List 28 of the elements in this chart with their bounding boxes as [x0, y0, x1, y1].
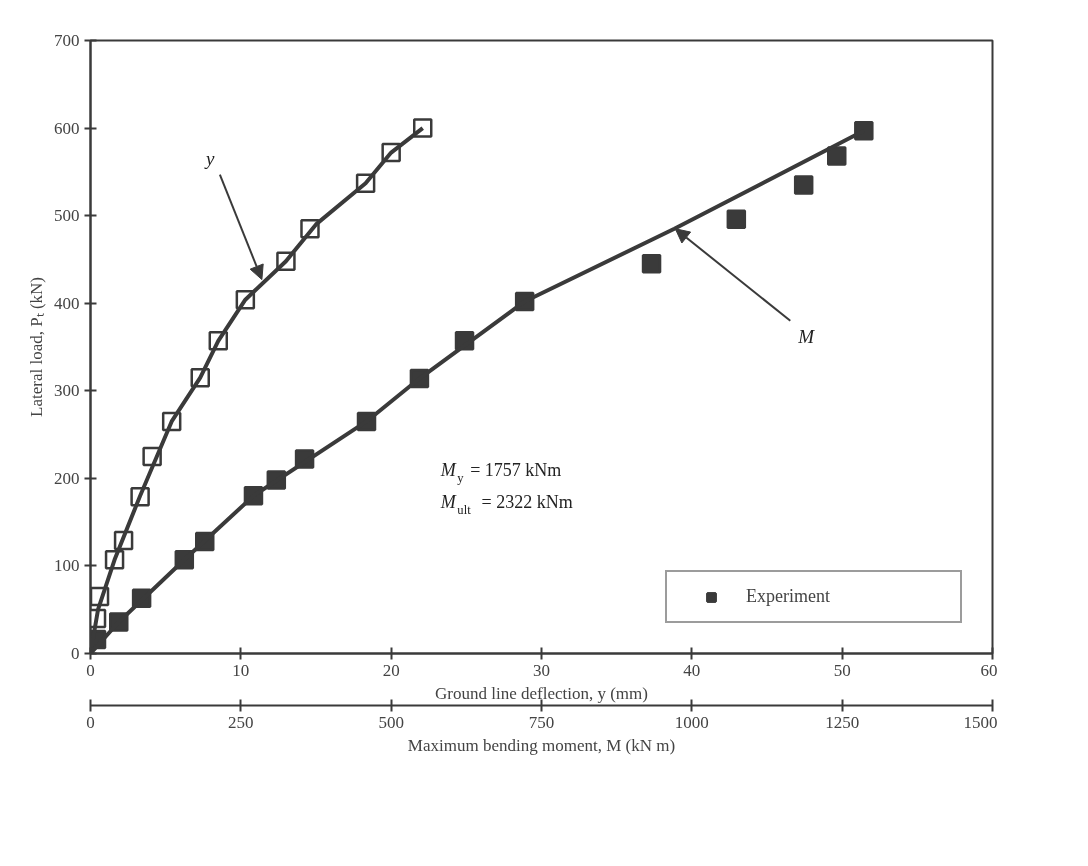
x2-tick-label: 1500: [963, 712, 998, 732]
y-tick-label: 300: [54, 381, 80, 401]
x2-axis-title: Maximum bending moment, M (kN m): [407, 735, 676, 755]
x-tick-label: 10: [232, 660, 250, 680]
y-tick-label: 0: [71, 644, 80, 663]
annotation: y: [203, 147, 215, 169]
x2-tick-label: 750: [528, 712, 555, 732]
x2-tick-label: 0: [86, 712, 95, 732]
x2-tick-label: 1250: [825, 712, 860, 732]
annotation: M: [797, 325, 816, 347]
y-tick-label: 500: [54, 206, 80, 226]
y-tick-label: 700: [54, 31, 80, 50]
legend-label: Experiment: [746, 586, 831, 607]
y-axis-title: Lateral load, Pₜ (kN): [27, 277, 46, 417]
x-tick-label: 20: [382, 660, 400, 680]
y-tick-label: 400: [54, 293, 80, 313]
x-tick-label: 60: [980, 660, 998, 680]
x-tick-label: 50: [833, 660, 851, 680]
x2-tick-label: 250: [228, 712, 254, 732]
x-tick-label: 0: [86, 660, 95, 680]
x2-tick-label: 500: [378, 712, 404, 732]
x-tick-label: 40: [683, 660, 701, 680]
x-tick-label: 30: [533, 660, 550, 680]
y-tick-label: 600: [54, 118, 80, 138]
x-axis-title: Ground line deflection, y (mm): [435, 683, 648, 703]
y-tick-label: 100: [54, 556, 80, 576]
y-tick-label: 200: [54, 468, 80, 488]
x2-tick-label: 1000: [674, 712, 709, 732]
